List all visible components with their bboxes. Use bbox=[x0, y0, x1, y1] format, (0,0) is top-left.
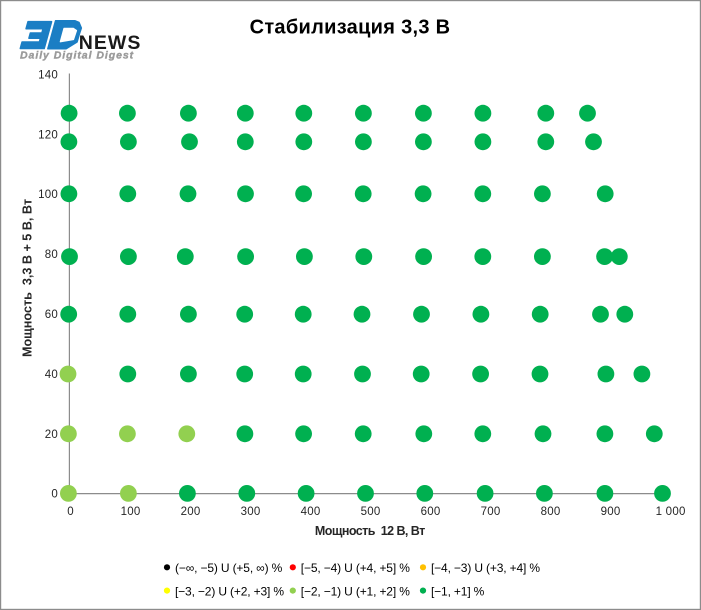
svg-text:Мощность 12 В, Вт: Мощность 12 В, Вт bbox=[315, 524, 425, 538]
svg-text:40: 40 bbox=[45, 369, 58, 381]
svg-text:1 000: 1 000 bbox=[656, 506, 686, 518]
svg-text:500: 500 bbox=[361, 506, 381, 518]
svg-text:[−4, −3) U (+3, +4] %: [−4, −3) U (+3, +4] % bbox=[431, 561, 540, 575]
svg-text:700: 700 bbox=[481, 506, 501, 518]
svg-text:[−2, −1) U (+1, +2] %: [−2, −1) U (+1, +2] % bbox=[301, 585, 410, 599]
svg-text:80: 80 bbox=[45, 249, 58, 261]
svg-text:300: 300 bbox=[241, 506, 261, 518]
svg-text:(−∞, −5) U (+5, ∞) %: (−∞, −5) U (+5, ∞) % bbox=[175, 561, 283, 575]
svg-text:200: 200 bbox=[181, 506, 201, 518]
svg-text:0: 0 bbox=[67, 506, 74, 518]
svg-text:600: 600 bbox=[421, 506, 441, 518]
svg-text:120: 120 bbox=[38, 129, 58, 141]
svg-text:100: 100 bbox=[121, 506, 141, 518]
svg-text:20: 20 bbox=[45, 429, 58, 441]
svg-text:400: 400 bbox=[301, 506, 321, 518]
svg-text:NEWS: NEWS bbox=[79, 32, 142, 54]
svg-text:Мощность 3,3 В + 5 В, Вт: Мощность 3,3 В + 5 В, Вт bbox=[21, 199, 35, 357]
svg-text:140: 140 bbox=[38, 69, 58, 81]
svg-text:0: 0 bbox=[51, 489, 58, 501]
svg-text:60: 60 bbox=[45, 309, 58, 321]
svg-text:900: 900 bbox=[601, 506, 621, 518]
svg-text:[−5, −4) U (+4, +5] %: [−5, −4) U (+4, +5] % bbox=[301, 561, 410, 575]
svg-text:[−1, +1] %: [−1, +1] % bbox=[431, 585, 485, 599]
svg-text:Daily Digital Digest: Daily Digital Digest bbox=[20, 49, 134, 61]
svg-text:[−3, −2) U (+2, +3] %: [−3, −2) U (+2, +3] % bbox=[175, 585, 284, 599]
svg-text:100: 100 bbox=[38, 189, 58, 201]
svg-text:800: 800 bbox=[541, 506, 561, 518]
svg-text:Стабилизация 3,3 В: Стабилизация 3,3 В bbox=[250, 17, 451, 39]
